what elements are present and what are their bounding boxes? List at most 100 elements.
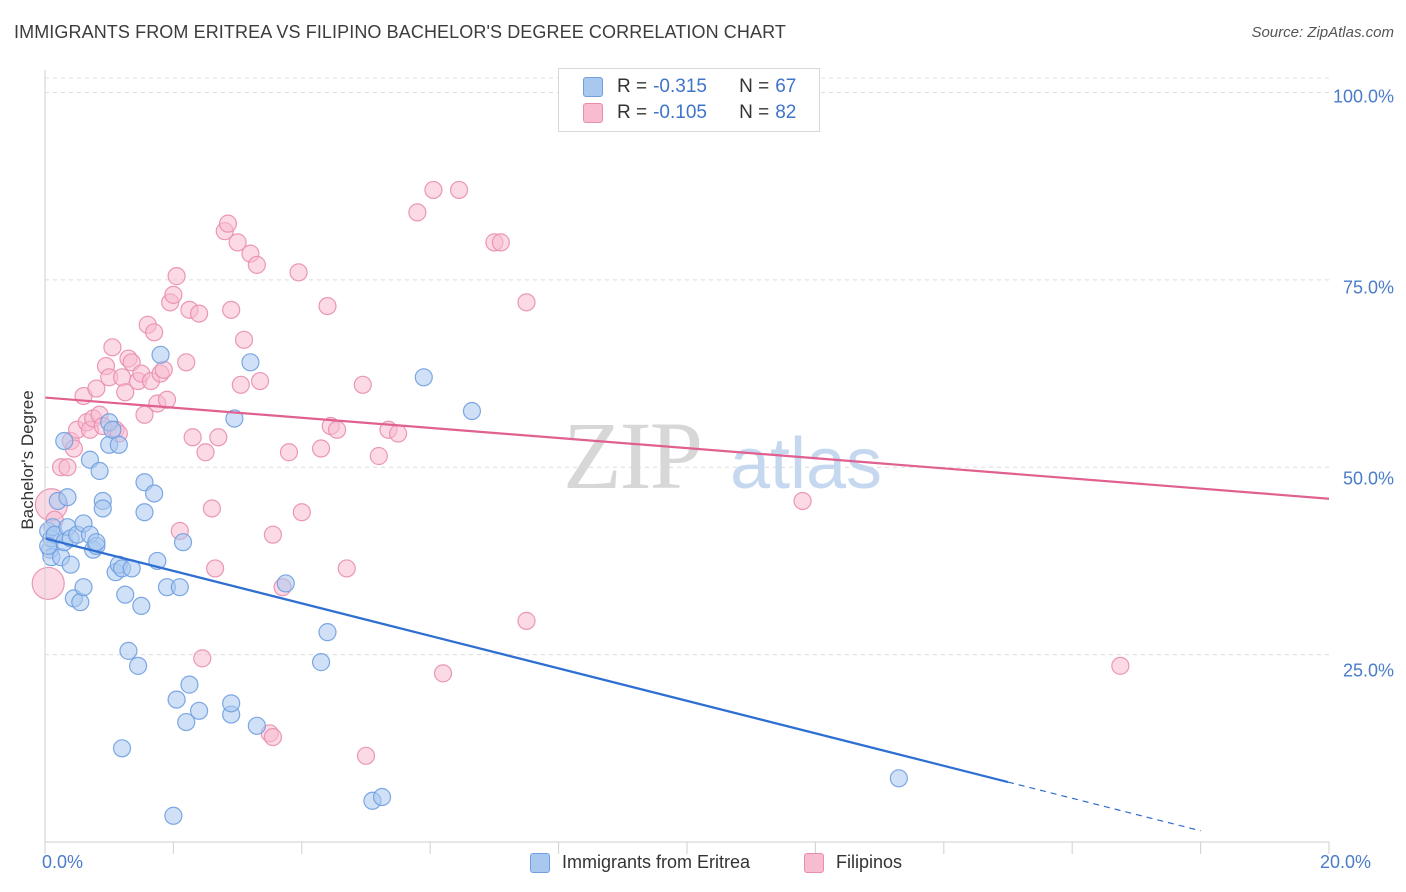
point-eritrea bbox=[889, 769, 908, 788]
point-filipinos bbox=[193, 649, 212, 668]
point-eritrea bbox=[74, 578, 93, 597]
point-eritrea bbox=[112, 739, 132, 758]
trend-lines bbox=[44, 396, 1330, 832]
point-eritrea bbox=[170, 578, 189, 597]
point-filipinos bbox=[87, 379, 106, 398]
point-filipinos bbox=[58, 458, 77, 477]
legend-row-filipinos: R = -0.105 N = 82 bbox=[583, 101, 796, 125]
point-filipinos bbox=[279, 443, 299, 462]
point-filipinos bbox=[31, 566, 65, 601]
point-filipinos bbox=[369, 446, 388, 466]
point-eritrea bbox=[151, 345, 170, 364]
point-eritrea bbox=[145, 484, 164, 503]
point-filipinos bbox=[206, 559, 225, 578]
point-filipinos bbox=[408, 203, 427, 222]
legend-r-label: R = bbox=[617, 76, 648, 97]
point-eritrea bbox=[119, 641, 138, 660]
point-filipinos bbox=[449, 180, 469, 200]
point-filipinos bbox=[433, 664, 453, 683]
bottom-legend-swatch-blue bbox=[530, 852, 550, 873]
trend-line-eritrea bbox=[44, 537, 1009, 784]
point-filipinos bbox=[222, 300, 241, 319]
chart-title: IMMIGRANTS FROM ERITREA VS FILIPINO BACH… bbox=[14, 22, 786, 42]
bottom-legend-label-eritrea: Immigrants from Eritrea bbox=[562, 852, 751, 872]
bottom-legend-swatch-pink bbox=[804, 852, 824, 873]
point-filipinos bbox=[353, 375, 372, 394]
bottom-legend-label-filipinos: Filipinos bbox=[836, 852, 903, 872]
point-eritrea bbox=[177, 712, 196, 732]
point-eritrea bbox=[462, 401, 482, 421]
bottom-legend-filipinos[interactable]: Filipinos bbox=[804, 852, 902, 873]
point-filipinos bbox=[116, 383, 135, 402]
point-filipinos bbox=[202, 499, 222, 518]
point-filipinos bbox=[311, 439, 331, 458]
point-filipinos bbox=[356, 746, 376, 765]
point-filipinos bbox=[189, 304, 209, 323]
trend-line-filipinos bbox=[44, 396, 1330, 500]
legend-r-value-filipinos: -0.105 bbox=[653, 102, 707, 123]
point-eritrea bbox=[90, 461, 109, 481]
legend-n-value-filipinos: 82 bbox=[775, 102, 797, 123]
point-filipinos bbox=[337, 559, 356, 578]
legend-n-value-eritrea: 67 bbox=[775, 76, 797, 97]
point-filipinos bbox=[231, 375, 250, 394]
point-filipinos bbox=[250, 371, 270, 391]
point-filipinos bbox=[517, 611, 536, 630]
point-filipinos bbox=[154, 360, 173, 379]
point-filipinos bbox=[1111, 656, 1130, 675]
point-filipinos bbox=[228, 233, 247, 252]
bottom-legend-eritrea[interactable]: Immigrants from Eritrea bbox=[530, 852, 750, 873]
y-tick-label-100: 100.0% bbox=[1332, 86, 1394, 107]
legend-swatch-blue bbox=[583, 77, 603, 97]
point-filipinos bbox=[289, 263, 308, 282]
watermark-zip: ZIP bbox=[563, 402, 701, 509]
point-eritrea bbox=[222, 694, 241, 713]
point-filipinos bbox=[234, 330, 254, 349]
trend-line-eritrea-extension bbox=[1007, 781, 1201, 832]
point-filipinos bbox=[209, 428, 228, 447]
series-eritrea-points bbox=[39, 345, 908, 825]
legend-n-label: N = bbox=[739, 102, 770, 123]
point-filipinos bbox=[389, 424, 408, 443]
x-tick-label-max: 20.0% bbox=[1320, 852, 1372, 872]
grid-lines bbox=[45, 77, 1329, 656]
point-filipinos bbox=[164, 285, 183, 304]
legend-r-value-eritrea: -0.315 bbox=[653, 76, 707, 97]
point-eritrea bbox=[128, 656, 148, 675]
point-eritrea bbox=[180, 675, 199, 694]
x-tick-label-min: 0.0% bbox=[42, 852, 84, 872]
point-filipinos bbox=[318, 296, 337, 316]
point-filipinos bbox=[183, 428, 202, 447]
axes bbox=[44, 70, 1330, 854]
point-eritrea bbox=[55, 431, 74, 451]
point-eritrea bbox=[58, 488, 77, 507]
point-eritrea bbox=[87, 533, 106, 552]
point-filipinos bbox=[145, 323, 164, 342]
point-eritrea bbox=[93, 499, 112, 518]
point-eritrea bbox=[311, 653, 331, 672]
point-filipinos bbox=[263, 525, 283, 544]
point-filipinos bbox=[247, 255, 266, 274]
point-eritrea bbox=[189, 701, 209, 720]
point-eritrea bbox=[372, 787, 392, 807]
point-eritrea bbox=[167, 690, 186, 709]
y-tick-label-75: 75.0% bbox=[1342, 277, 1394, 298]
point-filipinos bbox=[491, 233, 510, 252]
y-tick-label-25: 25.0% bbox=[1342, 660, 1394, 681]
correlation-legend: R = -0.315 N = 67 R = -0.105 N = 82 bbox=[558, 68, 820, 132]
point-eritrea bbox=[414, 368, 433, 387]
point-eritrea bbox=[225, 409, 244, 428]
point-eritrea bbox=[39, 536, 58, 556]
point-eritrea bbox=[247, 716, 266, 735]
point-filipinos bbox=[167, 267, 186, 286]
point-eritrea bbox=[132, 596, 151, 616]
point-eritrea bbox=[109, 435, 128, 454]
legend-n-label: N = bbox=[739, 76, 770, 97]
point-filipinos bbox=[196, 443, 215, 462]
point-eritrea bbox=[103, 420, 122, 439]
source-label: Source: ZipAtlas.com bbox=[1251, 24, 1394, 41]
point-eritrea bbox=[173, 533, 193, 552]
point-filipinos bbox=[793, 491, 812, 511]
y-tick-label-50: 50.0% bbox=[1342, 468, 1394, 489]
point-eritrea bbox=[116, 585, 135, 604]
